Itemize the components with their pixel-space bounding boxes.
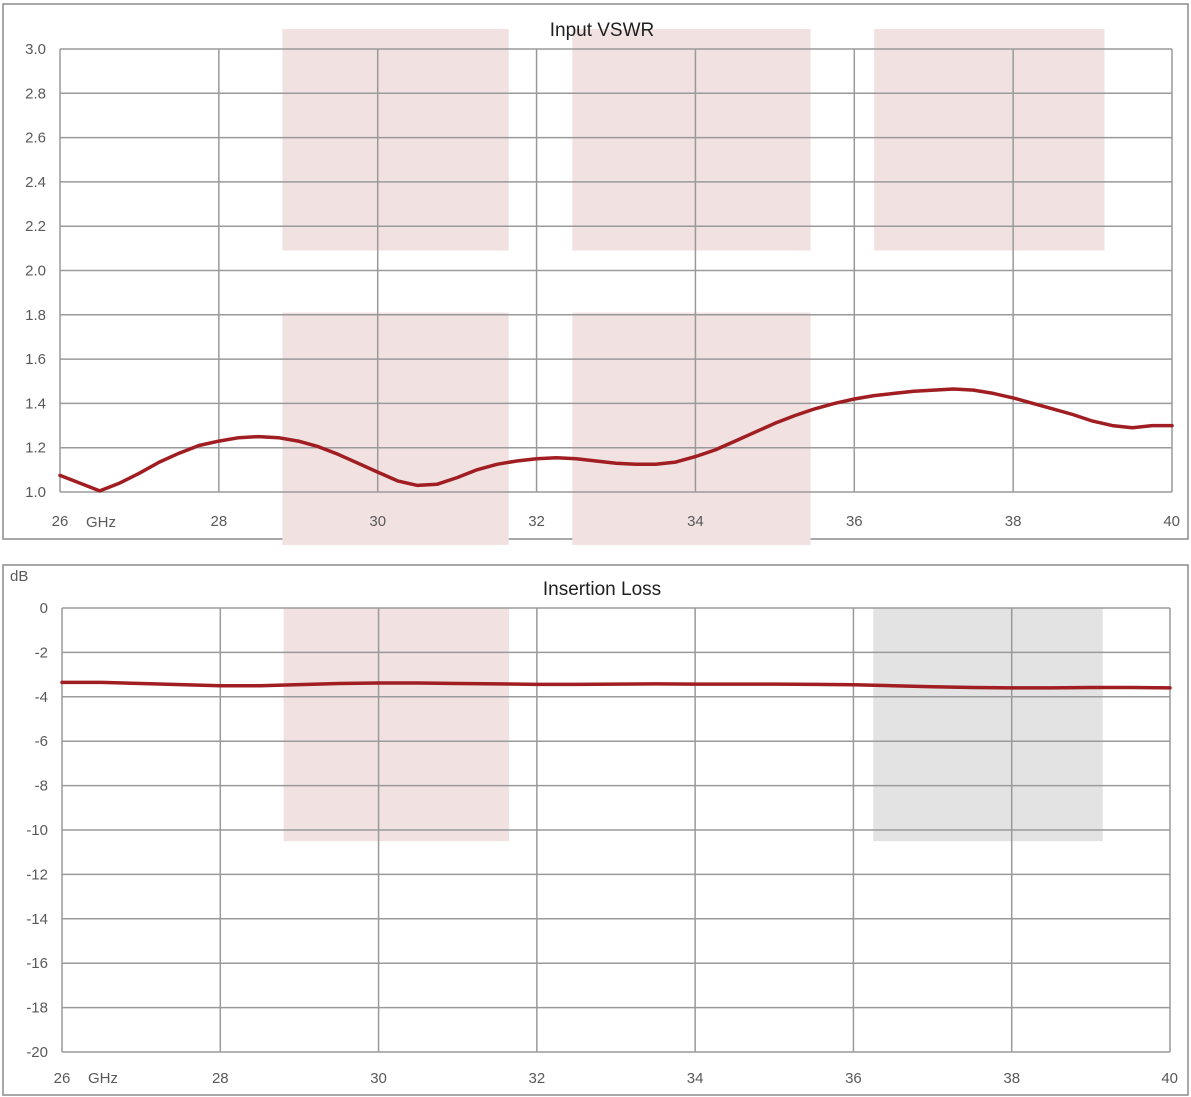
y-tick-label: 1.4 xyxy=(25,395,46,412)
shaded-band xyxy=(873,608,1103,842)
y-tick-label: -6 xyxy=(35,733,48,750)
vswr-chart-panel: 26 28 30 32 34 36 38 40 1.0 1.2 1.4 1.6 1.8 2.0 2.2 2.4… xyxy=(0,0,1191,545)
x-tick-label: 34 xyxy=(687,513,704,530)
y-tick-label: 2.2 xyxy=(25,218,46,235)
series xyxy=(58,387,1174,493)
x-tick-label: 30 xyxy=(370,1070,387,1087)
x-tick-label: 36 xyxy=(846,513,863,530)
y-tick-label: -16 xyxy=(26,955,48,972)
y-tick-label: -18 xyxy=(26,1000,48,1017)
shaded-band xyxy=(874,29,1105,251)
insertion-loss-chart: 26 28 30 32 34 36 38 40-20-18-16-14-12-10-8-6-4… xyxy=(2,564,1189,1096)
y-unit-label: dB xyxy=(10,568,28,585)
shaded-bands xyxy=(283,608,1103,842)
chart-title: Input VSWR xyxy=(550,20,655,41)
x-tick-label: 28 xyxy=(211,513,228,530)
y-tick-label: 1.6 xyxy=(25,351,46,368)
x-unit-label: GHz xyxy=(86,514,116,531)
x-tick-label: 38 xyxy=(1003,1070,1020,1087)
tick-labels: 26 28 30 32 34 36 38 40-20-18-16-14-12-10-8-6-4… xyxy=(26,600,1178,1087)
y-tick-label: 0 xyxy=(40,600,48,617)
y-tick-label: -20 xyxy=(26,1044,48,1061)
y-tick-label: -4 xyxy=(35,689,48,706)
shaded-band xyxy=(572,29,811,251)
y-tick-label: 2.8 xyxy=(25,85,46,102)
shaded-band xyxy=(572,312,811,545)
tick-labels: 26 28 30 32 34 36 38 40 1.0 1.2 1.4 1.6 1.8 2.0 2.2 2.4… xyxy=(25,41,1180,530)
shaded-band xyxy=(282,29,509,251)
x-unit-label: GHz xyxy=(88,1070,118,1087)
chart-frame xyxy=(2,564,1189,1096)
x-tick-label: 30 xyxy=(369,513,386,530)
x-tick-label: 32 xyxy=(528,513,545,530)
x-tick-label: 26 xyxy=(54,1070,71,1087)
x-tick-label: 40 xyxy=(1163,513,1180,530)
y-tick-label: 1.0 xyxy=(25,484,46,501)
chart-title: Insertion Loss xyxy=(543,579,661,600)
y-tick-label: -2 xyxy=(35,644,48,661)
shaded-band xyxy=(283,608,510,842)
x-tick-label: 34 xyxy=(687,1070,704,1087)
y-tick-label: -14 xyxy=(26,911,48,928)
insertion-loss-chart-panel: 26 28 30 32 34 36 38 40 -20 -18 -16 -14 -12 -10 -8 -6 -4… xyxy=(0,562,1191,1097)
x-tick-label: 32 xyxy=(529,1070,546,1087)
series-line xyxy=(60,680,1172,690)
y-tick-label: -12 xyxy=(26,866,48,883)
y-tick-label: 1.2 xyxy=(25,440,46,457)
x-tick-label: 28 xyxy=(212,1070,229,1087)
y-tick-label: -10 xyxy=(26,822,48,839)
vswr-chart: 26 28 30 32 34 36 38 40 1.0 1.2 1.4 1.6 1.8 2.0 2.2 2.4… xyxy=(2,3,1189,545)
gridlines xyxy=(59,48,1173,493)
y-tick-label: 2.6 xyxy=(25,130,46,147)
y-tick-label: 2.4 xyxy=(25,174,46,191)
y-tick-label: -8 xyxy=(35,778,48,795)
x-tick-label: 38 xyxy=(1005,513,1022,530)
y-tick-label: 1.8 xyxy=(25,307,46,324)
gridlines xyxy=(61,607,1171,1053)
shaded-band xyxy=(282,312,509,545)
series-line xyxy=(58,387,1174,493)
y-tick-label: 3.0 xyxy=(25,41,46,58)
series xyxy=(60,680,1172,690)
x-tick-label: 40 xyxy=(1161,1070,1178,1087)
x-tick-label: 26 xyxy=(52,513,69,530)
shaded-bands xyxy=(282,29,1105,545)
x-tick-label: 36 xyxy=(845,1070,862,1087)
y-tick-label: 2.0 xyxy=(25,263,46,280)
